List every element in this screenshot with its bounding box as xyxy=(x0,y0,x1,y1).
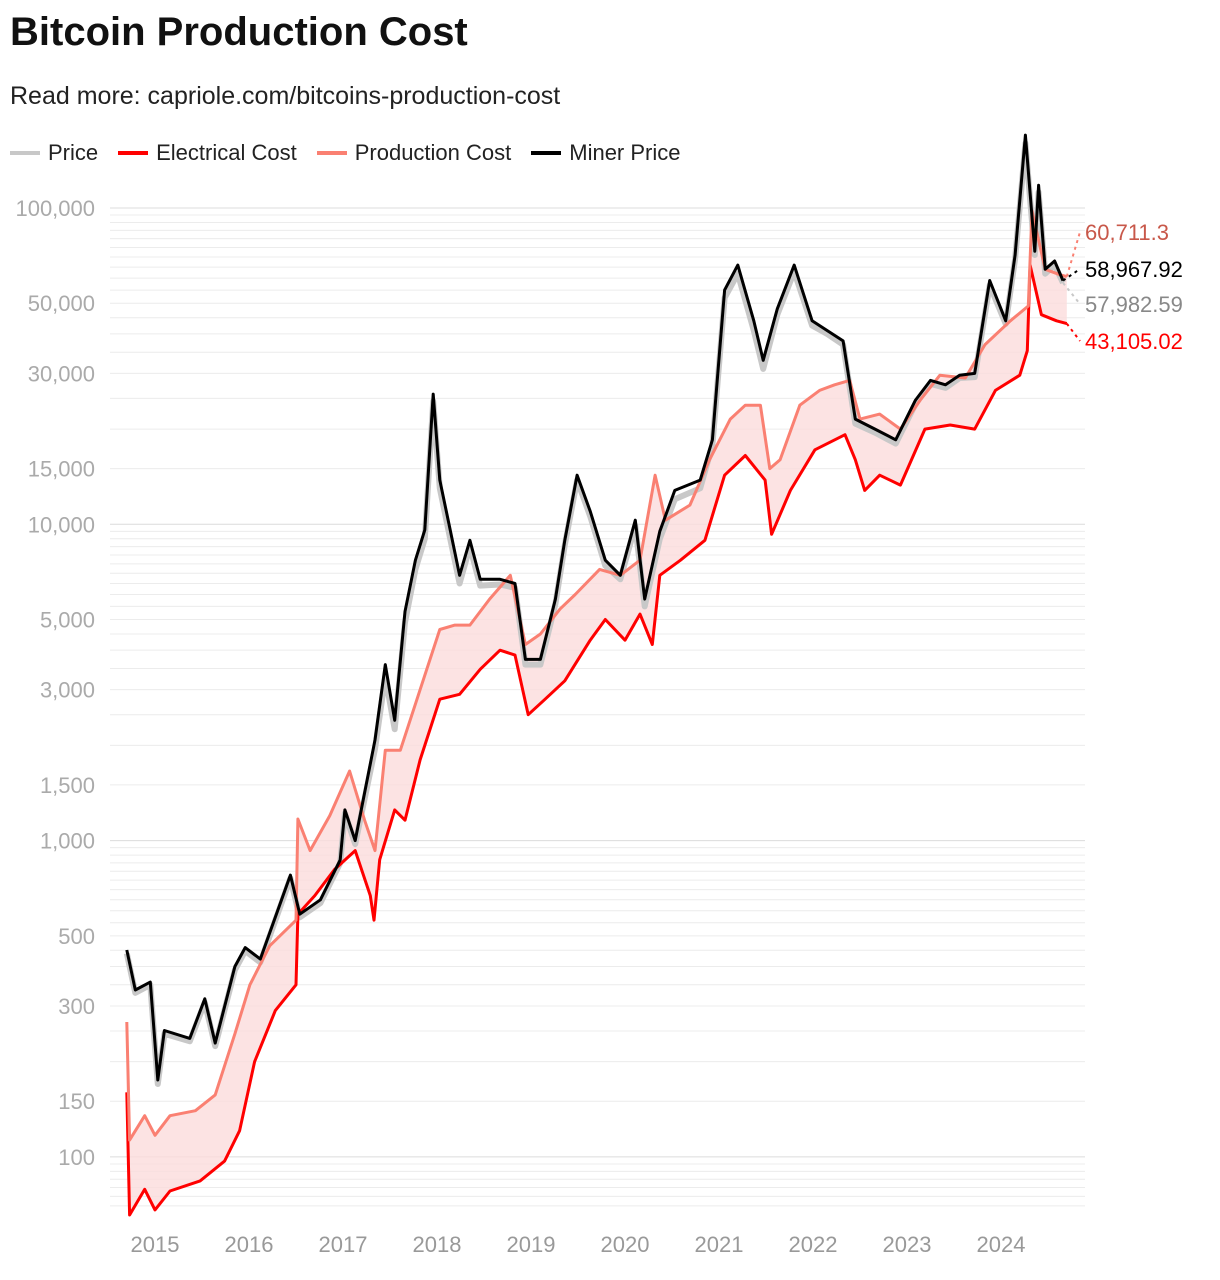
shaded-area xyxy=(126,210,1067,1216)
legend-label: Price xyxy=(48,140,99,165)
x-tick-label: 2023 xyxy=(883,1232,932,1257)
legend-swatch xyxy=(10,151,40,155)
legend-label: Miner Price xyxy=(569,140,681,165)
end-label-connector xyxy=(1066,322,1081,342)
y-tick-label: 1,000 xyxy=(40,829,95,854)
legend-item-production-cost[interactable]: Production Cost xyxy=(316,140,512,166)
y-tick-label: 300 xyxy=(58,994,95,1019)
y-tick-label: 30,000 xyxy=(28,361,95,386)
chart-title: Bitcoin Production Cost xyxy=(10,10,468,54)
x-tick-label: 2015 xyxy=(131,1232,180,1257)
x-tick-label: 2022 xyxy=(789,1232,838,1257)
y-tick-label: 3,000 xyxy=(40,678,95,703)
x-tick-label: 2017 xyxy=(319,1232,368,1257)
x-tick-label: 2024 xyxy=(977,1232,1026,1257)
legend: Price Electrical Cost Production Cost Mi… xyxy=(10,140,681,166)
legend-swatch xyxy=(316,151,347,155)
y-tick-label: 50,000 xyxy=(28,291,95,316)
y-tick-label: 500 xyxy=(58,924,95,949)
end-label-connector xyxy=(1062,282,1081,305)
y-tick-label: 15,000 xyxy=(28,457,95,482)
end-value-label: 43,105.02 xyxy=(1085,329,1183,354)
y-tick-label: 1,500 xyxy=(40,773,95,798)
legend-item-price[interactable]: Price xyxy=(10,140,98,166)
chart-subtitle: Read more: capriole.com/bitcoins-product… xyxy=(10,82,561,110)
x-tick-label: 2020 xyxy=(601,1232,650,1257)
x-tick-label: 2021 xyxy=(695,1232,744,1257)
y-tick-label: 5,000 xyxy=(40,608,95,633)
legend-swatch xyxy=(531,151,562,155)
series-line-production-cost xyxy=(125,209,1068,1142)
end-value-label: 60,711.3 xyxy=(1085,220,1169,245)
x-tick-label: 2019 xyxy=(507,1232,556,1257)
end-label-connector xyxy=(1065,231,1081,277)
x-tick-label: 2016 xyxy=(225,1232,274,1257)
legend-label: Production Cost xyxy=(354,140,512,165)
end-value-label: 57,982.59 xyxy=(1085,292,1183,317)
legend-item-miner-price[interactable]: Miner Price xyxy=(531,140,681,166)
legend-item-electrical-cost[interactable]: Electrical Cost xyxy=(118,140,297,166)
x-tick-label: 2018 xyxy=(413,1232,462,1257)
y-tick-label: 100,000 xyxy=(15,196,95,221)
y-tick-label: 100 xyxy=(58,1145,95,1170)
legend-label: Electrical Cost xyxy=(156,140,297,165)
series-line-miner-price xyxy=(125,133,1065,1082)
y-tick-label: 10,000 xyxy=(28,512,95,537)
end-value-label: 58,967.92 xyxy=(1085,257,1183,282)
y-tick-label: 150 xyxy=(58,1089,95,1114)
series-line-electrical-cost xyxy=(125,263,1068,1217)
legend-swatch xyxy=(118,151,149,155)
